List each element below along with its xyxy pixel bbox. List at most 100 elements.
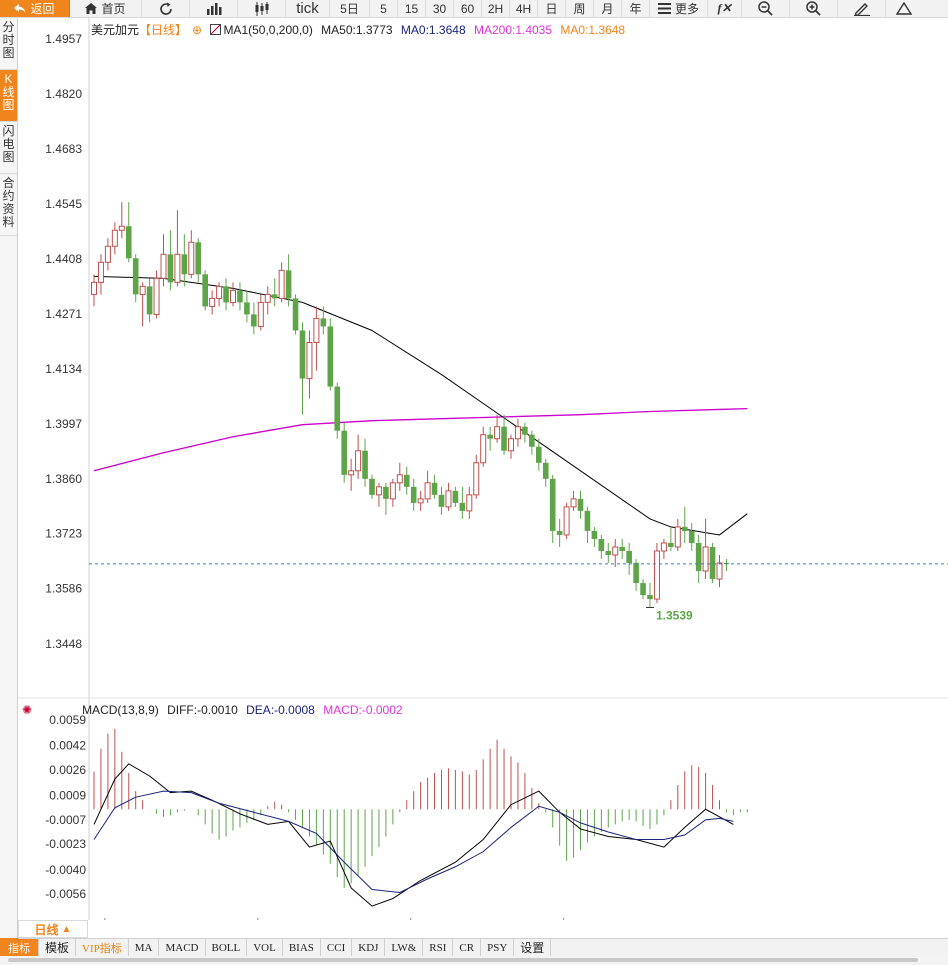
tab-rsi[interactable]: RSI (423, 939, 454, 956)
tab-cci[interactable]: CCI (321, 939, 353, 956)
candle-body (660, 542, 667, 552)
formula-button[interactable]: f✕ (708, 0, 742, 17)
pencil-icon (853, 3, 870, 16)
candle-body (313, 317, 320, 344)
candle-body (230, 289, 236, 303)
period-2h[interactable]: 2H (482, 0, 510, 17)
candle-body (97, 261, 104, 283)
candlestick-button[interactable] (238, 0, 286, 17)
tab-settings[interactable]: 设置 (514, 939, 552, 956)
macd-dea-line (93, 790, 734, 893)
candle-body (118, 225, 125, 231)
scrollbar-thumb[interactable] (8, 958, 918, 962)
refresh-button[interactable] (142, 0, 190, 17)
candle-body (591, 530, 598, 539)
candle-body (619, 546, 625, 551)
period-5m[interactable]: 5 (370, 0, 398, 17)
tab-indicators[interactable]: 指标 (0, 939, 39, 956)
candle-body (681, 526, 688, 531)
horizontal-scrollbar[interactable] (0, 956, 948, 965)
candle-body (563, 506, 570, 536)
macd-tick-label: -0.0023 (45, 837, 86, 851)
home-button[interactable]: 首页 (70, 0, 142, 17)
period-month[interactable]: 月 (594, 0, 622, 17)
candle-body (125, 226, 132, 259)
tab-templates[interactable]: 模板 (39, 939, 77, 956)
ma-indicator-icon[interactable] (210, 24, 222, 35)
price-tick-label: 1.4545 (45, 197, 82, 211)
zoom-out-button[interactable] (742, 0, 790, 17)
candle-body (466, 494, 473, 512)
candle-body (688, 530, 695, 543)
candle-body (494, 426, 501, 440)
macd-settings-icon[interactable]: ✺ (22, 703, 33, 717)
main-header: 美元加元【日线】 ⊕ MA1(50,0,200,0) MA50:1.3773 MA… (91, 21, 630, 38)
macd-tick-label: 0.0026 (49, 763, 86, 777)
tab-timeshare[interactable]: 分时图 (0, 18, 17, 70)
candle-body (612, 546, 619, 556)
draw-button[interactable] (838, 0, 886, 17)
back-button[interactable]: 返回 (0, 0, 70, 17)
zoom-in-button[interactable] (790, 0, 838, 17)
candle-body (104, 245, 111, 263)
tab-cr[interactable]: CR (453, 939, 482, 956)
candle-body (362, 450, 368, 479)
ma0-value-2: MA0:1.3648 (560, 23, 626, 37)
period-day[interactable]: 日 (538, 0, 566, 17)
candle-body (417, 498, 424, 504)
macd-title: MACD(13,8,9) (82, 703, 159, 717)
period-select-button[interactable]: 日线 ▲ (18, 920, 88, 938)
candle-body (487, 434, 493, 439)
price-tick-label: 1.3997 (45, 417, 82, 431)
period-15m[interactable]: 15 (398, 0, 426, 17)
tab-ma[interactable]: MA (129, 939, 160, 956)
period-4h[interactable]: 4H (510, 0, 538, 17)
tab-flash[interactable]: 闪电图 (0, 122, 17, 174)
candle-body (153, 277, 160, 315)
tab-vol[interactable]: VOL (247, 939, 283, 956)
candle-body (111, 229, 118, 247)
macd-value: MACD:-0.0002 (323, 703, 403, 717)
candle-body (716, 562, 723, 580)
chart-svg[interactable]: 1.4957 1.4820 1.4683 1.4545 1.4408 1.4271 1.41… (18, 18, 948, 920)
candle-body (452, 490, 459, 503)
more-button[interactable]: 更多 (650, 0, 708, 17)
period-select-label: 日线 (34, 922, 59, 937)
period-week[interactable]: 周 (566, 0, 594, 17)
tab-psy[interactable]: PSY (481, 939, 515, 956)
candle-body (278, 269, 285, 299)
settings-icon[interactable]: ⊕ (192, 23, 203, 37)
candle-body (244, 302, 250, 315)
tab-contract-info[interactable]: 合约资料 (0, 174, 17, 236)
tab-vip-indicators[interactable]: VIP指标 (76, 939, 129, 956)
tab-kdj[interactable]: KDJ (352, 939, 386, 956)
collapse-button[interactable] (886, 0, 922, 17)
candle-body (202, 274, 208, 307)
period-60m[interactable]: 60 (454, 0, 482, 17)
bar-chart-button[interactable] (190, 0, 238, 17)
period-5d[interactable]: 5日 (330, 0, 370, 17)
candle-body (320, 318, 327, 327)
period-year[interactable]: 年 (622, 0, 650, 17)
candle-body (264, 293, 271, 303)
tab-macd[interactable]: MACD (159, 939, 206, 956)
ma50-value: MA50:1.3773 (321, 23, 393, 37)
candle-body (674, 526, 681, 548)
candle-body (501, 426, 507, 451)
tab-lw[interactable]: LW& (385, 939, 424, 956)
candle-body (473, 462, 480, 496)
tab-boll[interactable]: BOLL (206, 939, 248, 956)
candle-body (223, 286, 229, 303)
tick-button[interactable]: tick (286, 0, 330, 17)
candle-body (570, 498, 577, 508)
period-30m[interactable]: 30 (426, 0, 454, 17)
indicator-bar: 指标 模板 VIP指标 MA MACD BOLL VOL BIAS CCI KD… (0, 938, 948, 956)
candle-body (556, 530, 563, 535)
tab-bias[interactable]: BIAS (283, 939, 321, 956)
candle-body (334, 386, 341, 431)
candle-body (647, 595, 653, 600)
candle-body (271, 294, 278, 299)
menu-icon (657, 3, 671, 14)
candle-body (181, 254, 188, 275)
